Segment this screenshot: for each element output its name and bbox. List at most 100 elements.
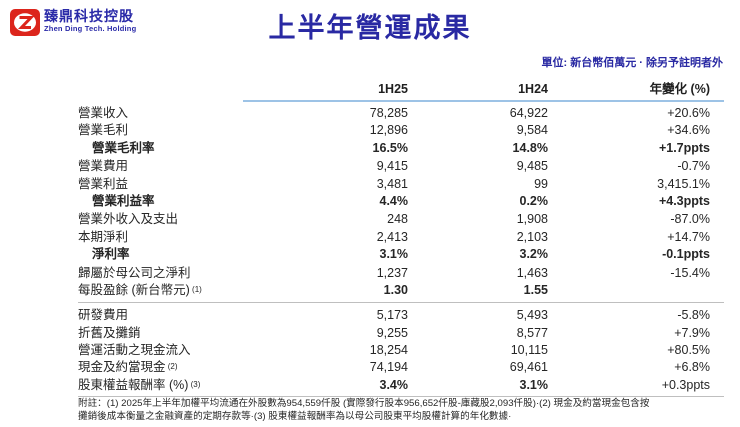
footnote-line-2: 攤銷後成本衡量之金融資產的定期存款等·(3) 股東權益報酬率為以母公司股東平均股…	[78, 411, 512, 422]
row-label: 折舊及攤銷	[78, 325, 141, 340]
table-row: 營業利益率 4.4% 0.2% +4.3ppts	[78, 193, 724, 210]
value-1h25: 74,194	[369, 360, 408, 375]
value-yoy-change: +34.6%	[667, 123, 710, 138]
logo-company-name-en: Zhen Ding Tech. Holding	[44, 24, 137, 33]
value-1h25: 1.30	[383, 282, 408, 297]
footnote: 附註：(1) 2025年上半年加權平均流通在外股數為954,559仟股 (實際發…	[78, 397, 726, 423]
value-yoy-change: -5.8%	[677, 308, 710, 323]
table-body: 營業收入 78,285 64,922 +20.6% 營業毛利 12,896 9,…	[78, 105, 724, 394]
table-row: 營業利益 3,481 99 3,415.1%	[78, 176, 724, 193]
footnote-ref: (1)	[189, 284, 202, 294]
value-1h25: 16.5%	[372, 140, 408, 155]
value-1h24: 3.2%	[519, 247, 549, 262]
row-label: 營業收入	[78, 106, 129, 120]
value-yoy-change: +80.5%	[667, 343, 710, 358]
value-yoy-change	[548, 282, 710, 299]
value-yoy-change: 3,415.1%	[657, 176, 710, 191]
table-row: 淨利率 3.1% 3.2% -0.1ppts	[78, 246, 724, 263]
value-yoy-change: -0.7%	[677, 159, 710, 174]
row-label: 營業外收入及支出	[78, 212, 179, 227]
footnote-line-1: 附註：(1) 2025年上半年加權平均流通在外股數為954,559仟股 (實際發…	[78, 398, 650, 409]
row-label: 現金及約當現金 (2)	[78, 360, 178, 375]
value-1h24: 2,103	[516, 229, 548, 244]
value-1h25: 4.4%	[379, 193, 409, 208]
value-1h24: 1,463	[516, 265, 548, 280]
row-label: 營業利益	[78, 176, 129, 191]
value-yoy-change: +20.6%	[667, 106, 710, 120]
logo-company-name-cn: 臻鼎科技控股	[44, 8, 134, 24]
value-1h24: 5,493	[516, 308, 548, 323]
table-row: 營業費用 9,415 9,485 -0.7%	[78, 158, 724, 175]
table-row: 現金及約當現金 (2) 74,194 69,461 +6.8%	[78, 359, 724, 376]
value-yoy-change: +14.7%	[667, 229, 710, 244]
value-1h24: 1,908	[516, 212, 548, 227]
value-1h24: 1.55	[523, 282, 548, 297]
value-1h24: 99	[534, 176, 548, 191]
value-yoy-change: -15.4%	[670, 265, 710, 280]
row-label: 營業利益率	[92, 193, 155, 208]
table-row: 每股盈餘 (新台幣元) (1) 1.30 1.55	[78, 282, 724, 299]
value-1h25: 1,237	[376, 265, 408, 280]
table-row: 歸屬於母公司之淨利 1,237 1,463 -15.4%	[78, 265, 724, 282]
row-label: 營業費用	[78, 159, 129, 174]
value-1h25: 18,254	[369, 343, 408, 358]
value-1h24: 10,115	[510, 343, 548, 358]
row-label: 本期淨利	[78, 229, 129, 244]
company-logo: 臻鼎科技控股 Zhen Ding Tech. Holding	[10, 9, 136, 36]
row-label: 營業毛利	[78, 123, 129, 138]
row-label: 歸屬於母公司之淨利	[78, 265, 191, 280]
value-yoy-change: +1.7ppts	[658, 140, 710, 155]
table-bottom-border	[78, 396, 724, 398]
value-1h25: 2,413	[376, 229, 408, 244]
row-label: 淨利率	[92, 247, 130, 262]
value-1h24: 9,584	[516, 123, 548, 138]
table-row: 研發費用 5,173 5,493 -5.8%	[78, 307, 724, 324]
value-1h24: 9,485	[516, 159, 548, 174]
header-empty-cell	[78, 82, 243, 97]
value-yoy-change: -87.0%	[670, 212, 710, 227]
column-header-yoy-change: 年變化 (%)	[649, 82, 710, 96]
section-divider	[78, 302, 724, 304]
table-row: 股東權益報酬率 (%) (3) 3.4% 3.1% +0.3ppts	[78, 377, 724, 394]
page-title: 上半年營運成果	[268, 13, 472, 43]
column-header-1h25: 1H25	[378, 82, 408, 96]
row-label: 每股盈餘 (新台幣元) (1)	[78, 282, 202, 297]
unit-note: 單位: 新台幣佰萬元 · 除另予註明者外	[541, 57, 724, 69]
column-header-1h24: 1H24	[518, 82, 548, 96]
row-label: 股東權益報酬率 (%) (3)	[78, 377, 201, 392]
value-1h24: 0.2%	[519, 193, 549, 208]
logo-mark-icon	[10, 9, 40, 36]
value-1h25: 3.1%	[379, 247, 409, 262]
value-1h24: 64,922	[509, 106, 548, 120]
value-1h25: 78,285	[369, 106, 408, 120]
table-header-row: 1H25 1H24 年變化 (%)	[78, 82, 724, 97]
table-row: 折舊及攤銷 9,255 8,577 +7.9%	[78, 325, 724, 342]
table-row: 營運活動之現金流入 18,254 10,115 +80.5%	[78, 342, 724, 359]
value-1h25: 9,415	[376, 159, 408, 174]
value-1h24: 3.1%	[519, 377, 549, 392]
value-1h24: 14.8%	[512, 140, 548, 155]
footnote-ref: (3)	[188, 379, 201, 389]
table-row: 營業毛利 12,896 9,584 +34.6%	[78, 122, 724, 139]
row-label: 研發費用	[78, 308, 129, 323]
row-label: 營運活動之現金流入	[78, 343, 191, 358]
header-underline	[243, 100, 724, 102]
row-label: 營業毛利率	[92, 140, 155, 155]
value-1h25: 248	[387, 212, 408, 227]
value-yoy-change: +0.3ppts	[661, 377, 710, 392]
value-yoy-change: +6.8%	[674, 360, 710, 375]
value-yoy-change: +4.3ppts	[658, 193, 710, 208]
value-1h25: 5,173	[376, 308, 408, 323]
table-row: 本期淨利 2,413 2,103 +14.7%	[78, 229, 724, 246]
results-table: 1H25 1H24 年變化 (%) 營業收入 78,285 64,922 +20…	[78, 82, 724, 398]
footnote-ref: (2)	[165, 362, 178, 372]
value-yoy-change: +7.9%	[674, 325, 710, 340]
value-1h25: 12,896	[369, 123, 408, 138]
value-yoy-change: -0.1ppts	[662, 247, 710, 262]
value-1h25: 3,481	[376, 176, 408, 191]
value-1h24: 8,577	[516, 325, 548, 340]
value-1h25: 3.4%	[379, 377, 409, 392]
table-row: 營業毛利率 16.5% 14.8% +1.7ppts	[78, 140, 724, 157]
value-1h24: 69,461	[509, 360, 548, 375]
